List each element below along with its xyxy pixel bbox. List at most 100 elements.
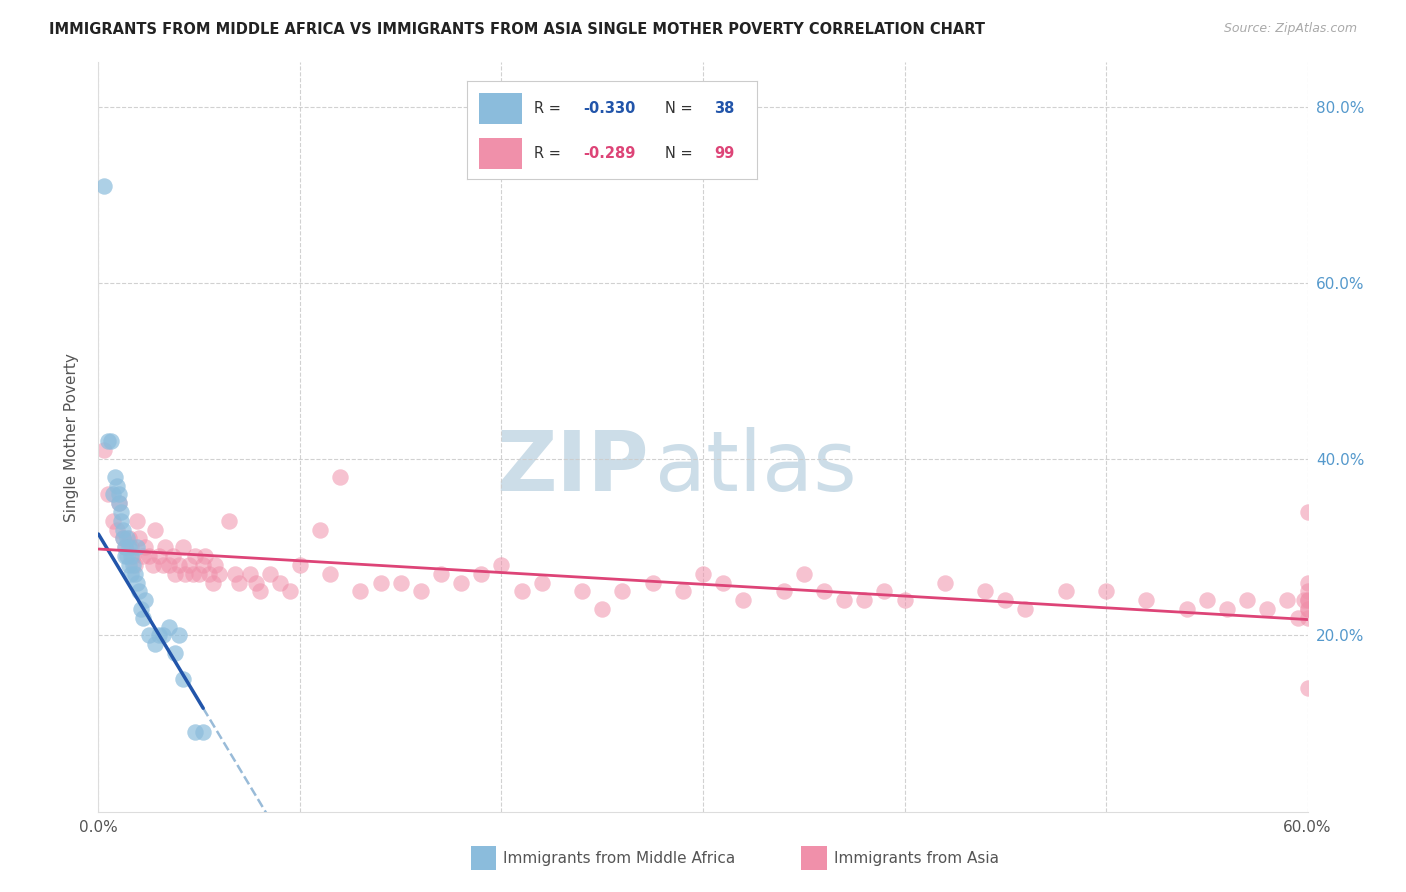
Point — [118, 541, 141, 555]
Point — [370, 575, 392, 590]
Point — [97, 434, 120, 449]
Point — [288, 558, 311, 572]
Point — [1175, 602, 1198, 616]
Point — [204, 558, 226, 572]
Point — [1296, 593, 1319, 607]
Point — [124, 558, 146, 572]
Point — [143, 637, 166, 651]
Point — [1256, 602, 1278, 616]
Point — [107, 487, 129, 501]
Point — [138, 549, 160, 563]
Text: Immigrants from Middle Africa: Immigrants from Middle Africa — [503, 851, 735, 865]
Point — [152, 558, 174, 572]
Point — [491, 558, 513, 572]
Point — [733, 593, 755, 607]
Point — [278, 584, 301, 599]
Point — [218, 514, 240, 528]
Point — [793, 566, 815, 581]
Point — [152, 628, 174, 642]
Point — [184, 725, 207, 739]
Point — [114, 541, 136, 555]
Point — [349, 584, 371, 599]
Point — [163, 566, 186, 581]
Point — [641, 575, 664, 590]
Point — [1292, 593, 1315, 607]
Point — [1014, 602, 1036, 616]
Point — [172, 541, 194, 555]
Point — [167, 628, 190, 642]
Text: Immigrants from Asia: Immigrants from Asia — [834, 851, 998, 865]
Point — [612, 584, 634, 599]
Point — [893, 593, 915, 607]
Point — [389, 575, 412, 590]
Point — [813, 584, 835, 599]
Point — [873, 584, 896, 599]
Point — [711, 575, 734, 590]
Point — [184, 549, 207, 563]
Point — [124, 566, 146, 581]
Point — [269, 575, 291, 590]
Text: ZIP: ZIP — [496, 426, 648, 508]
Point — [1135, 593, 1157, 607]
Point — [157, 619, 180, 633]
Point — [110, 514, 132, 528]
Point — [1296, 602, 1319, 616]
Point — [249, 584, 271, 599]
Point — [115, 549, 138, 563]
Point — [772, 584, 794, 599]
Point — [1296, 602, 1319, 616]
Point — [129, 602, 152, 616]
Point — [107, 496, 129, 510]
Point — [110, 505, 132, 519]
Point — [510, 584, 533, 599]
Point — [179, 558, 201, 572]
Point — [157, 558, 180, 572]
Point — [148, 628, 170, 642]
Point — [118, 558, 141, 572]
Point — [208, 566, 231, 581]
Point — [125, 541, 148, 555]
Point — [107, 496, 129, 510]
Point — [132, 611, 155, 625]
Point — [121, 558, 143, 572]
Point — [591, 602, 613, 616]
Point — [97, 487, 120, 501]
Point — [103, 469, 125, 483]
Point — [1296, 575, 1319, 590]
Point — [571, 584, 593, 599]
Point — [114, 549, 136, 563]
Point — [1195, 593, 1218, 607]
Point — [1296, 611, 1319, 625]
Point — [174, 566, 197, 581]
Point — [1296, 593, 1319, 607]
Point — [111, 523, 134, 537]
Point — [430, 566, 453, 581]
Point — [163, 646, 186, 660]
Text: Source: ZipAtlas.com: Source: ZipAtlas.com — [1223, 22, 1357, 36]
Point — [115, 532, 138, 546]
Point — [134, 593, 156, 607]
Point — [224, 566, 246, 581]
Point — [93, 178, 115, 193]
Point — [111, 532, 134, 546]
Point — [128, 584, 150, 599]
Point — [202, 575, 225, 590]
Point — [1236, 593, 1258, 607]
Point — [128, 532, 150, 546]
Point — [672, 584, 695, 599]
Point — [319, 566, 342, 581]
Point — [853, 593, 876, 607]
Point — [530, 575, 553, 590]
Point — [194, 549, 217, 563]
Point — [329, 469, 352, 483]
Point — [470, 566, 492, 581]
Point — [193, 725, 215, 739]
Point — [1296, 584, 1319, 599]
Point — [134, 541, 156, 555]
Point — [125, 575, 148, 590]
Point — [111, 532, 134, 546]
Point — [181, 566, 204, 581]
Point — [188, 566, 211, 581]
Point — [105, 523, 128, 537]
Point — [934, 575, 956, 590]
